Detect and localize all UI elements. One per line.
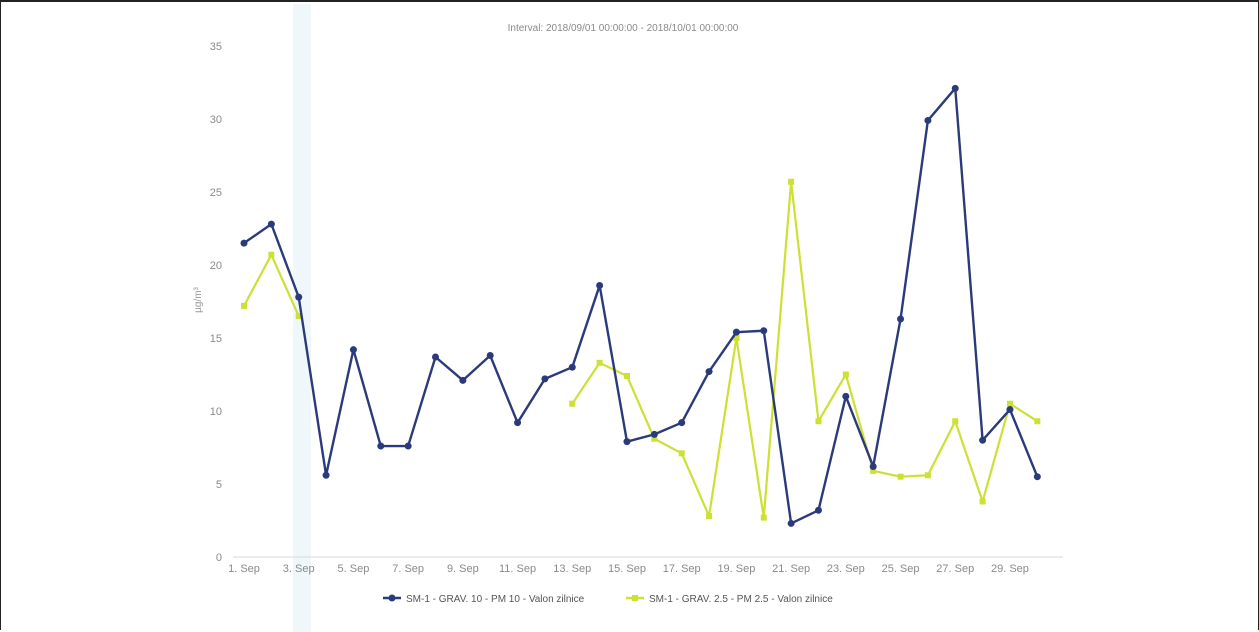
x-tick-label: 3. Sep (283, 563, 315, 575)
y-tick-label: 15 (210, 333, 222, 345)
x-tick-label: 5. Sep (338, 563, 370, 575)
data-point-pm10[interactable] (349, 346, 357, 354)
y-tick-label: 5 (216, 479, 222, 491)
x-tick-label: 7. Sep (392, 563, 424, 575)
x-tick-label: 27. Sep (936, 563, 974, 575)
data-point-pm10[interactable] (596, 281, 604, 289)
x-tick-label: 21. Sep (772, 563, 810, 575)
x-tick-label: 29. Sep (991, 563, 1029, 575)
data-point-pm25[interactable] (870, 467, 877, 474)
data-point-pm10[interactable] (705, 368, 713, 376)
data-point-pm10[interactable] (951, 84, 959, 92)
data-point-pm10[interactable] (678, 419, 686, 427)
y-tick-label: 10 (210, 406, 222, 418)
data-point-pm25[interactable] (295, 313, 302, 320)
data-point-pm10[interactable] (1033, 473, 1041, 481)
data-point-pm10[interactable] (295, 293, 303, 301)
legend-label-pm10: SM-1 - GRAV. 10 - PM 10 - Valon zilnice (406, 594, 585, 605)
data-point-pm25[interactable] (651, 435, 658, 442)
x-tick-label: 9. Sep (447, 563, 479, 575)
data-point-pm10[interactable] (732, 328, 740, 336)
y-tick-label: 20 (210, 260, 222, 272)
data-point-pm10[interactable] (322, 471, 330, 479)
data-point-pm10[interactable] (979, 436, 987, 444)
data-point-pm10[interactable] (1006, 406, 1014, 414)
data-point-pm25[interactable] (842, 371, 849, 378)
x-tick-label: 25. Sep (882, 563, 920, 575)
series-line-pm25 (243, 253, 300, 317)
series-line-pm25 (571, 180, 1038, 519)
data-point-pm10[interactable] (897, 315, 905, 323)
data-point-pm10[interactable] (650, 430, 658, 438)
y-axis-label: µg/m³ (193, 286, 204, 312)
x-tick-label: 1. Sep (228, 563, 260, 575)
x-tick-label: 23. Sep (827, 563, 865, 575)
data-point-pm10[interactable] (486, 352, 494, 360)
series-group (240, 84, 1041, 527)
x-tick-label: 13. Sep (553, 563, 591, 575)
data-point-pm10[interactable] (404, 442, 412, 450)
y-tick-label: 25 (210, 187, 222, 199)
data-point-pm25[interactable] (952, 418, 959, 425)
x-tick-label: 17. Sep (663, 563, 701, 575)
legend: SM-1 - GRAV. 10 - PM 10 - Valon zilnice … (383, 594, 833, 605)
data-point-pm10[interactable] (459, 376, 467, 384)
data-point-pm25[interactable] (1034, 418, 1041, 425)
data-point-pm10[interactable] (842, 392, 850, 400)
data-point-pm10[interactable] (267, 220, 275, 228)
data-point-pm10[interactable] (377, 442, 385, 450)
data-point-pm10[interactable] (814, 506, 822, 514)
series-line-pm10 (243, 87, 1039, 525)
legend-item-pm10[interactable]: SM-1 - GRAV. 10 - PM 10 - Valon zilnice (383, 594, 585, 605)
data-point-pm25[interactable] (569, 400, 576, 407)
data-point-pm25[interactable] (733, 335, 740, 341)
data-point-pm10[interactable] (760, 327, 768, 335)
legend-item-pm25[interactable]: SM-1 - GRAV. 2.5 - PM 2.5 - Valon zilnic… (626, 594, 833, 605)
data-point-pm25[interactable] (678, 450, 685, 457)
data-point-pm25[interactable] (241, 302, 247, 309)
data-point-pm25[interactable] (1006, 400, 1013, 407)
y-tick-label: 30 (210, 114, 222, 126)
chart-title: Interval: 2018/09/01 00:00:00 - 2018/10/… (508, 23, 739, 34)
data-point-pm10[interactable] (787, 519, 795, 527)
x-tick-label: 15. Sep (608, 563, 646, 575)
legend-marker-pm25 (632, 595, 638, 601)
data-point-pm10[interactable] (869, 462, 877, 470)
data-point-pm25[interactable] (924, 472, 931, 479)
data-point-pm10[interactable] (240, 239, 248, 247)
legend-marker-pm10 (388, 594, 396, 602)
data-point-pm25[interactable] (623, 372, 630, 379)
data-point-pm25[interactable] (268, 251, 275, 258)
x-tick-label: 19. Sep (717, 563, 755, 575)
data-point-pm10[interactable] (568, 363, 576, 371)
y-tick-label: 35 (210, 41, 222, 53)
data-point-pm25[interactable] (897, 473, 904, 480)
legend-label-pm25: SM-1 - GRAV. 2.5 - PM 2.5 - Valon zilnic… (649, 594, 833, 605)
data-point-pm25[interactable] (706, 513, 713, 520)
data-point-pm25[interactable] (815, 418, 822, 425)
y-tick-group: 0 5 10 15 20 25 30 35 (210, 41, 222, 564)
data-point-pm10[interactable] (924, 116, 932, 124)
y-tick-label: 0 (216, 552, 222, 564)
data-point-pm10[interactable] (541, 375, 549, 383)
x-tick-group: 1. Sep 3. Sep 5. Sep 7. Sep 9. Sep 11. Sep 13.… (228, 563, 1029, 575)
data-point-pm25[interactable] (596, 359, 603, 366)
data-point-pm25[interactable] (760, 514, 767, 521)
data-point-pm10[interactable] (514, 419, 522, 427)
data-point-pm10[interactable] (623, 438, 631, 446)
data-point-pm10[interactable] (431, 353, 439, 361)
data-point-pm25[interactable] (979, 498, 986, 505)
data-point-pm25[interactable] (788, 178, 795, 185)
x-tick-label: 11. Sep (499, 563, 536, 575)
